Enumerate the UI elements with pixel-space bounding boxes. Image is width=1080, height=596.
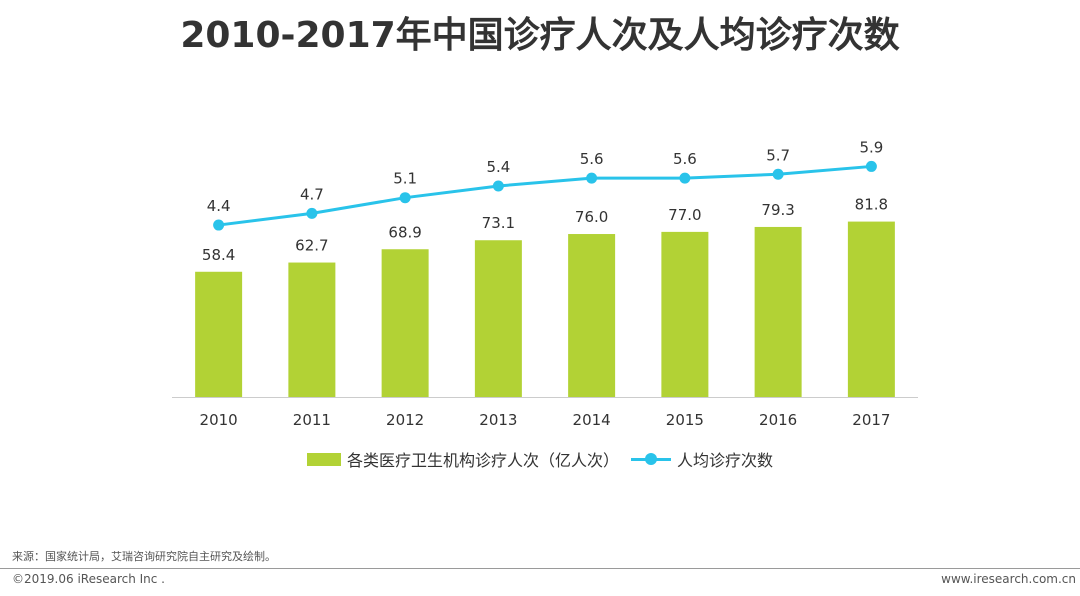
site-link[interactable]: www.iresearch.com.cn bbox=[941, 572, 1076, 586]
line-label-2014: 5.6 bbox=[580, 150, 604, 168]
line-label-2011: 4.7 bbox=[300, 185, 324, 203]
bar-label-2016: 79.3 bbox=[761, 201, 794, 219]
bar-label-2013: 73.1 bbox=[482, 214, 515, 232]
x-tick-2013: 2013 bbox=[479, 411, 517, 429]
bar-2013 bbox=[474, 240, 522, 397]
line-label-2016: 5.7 bbox=[766, 146, 790, 164]
line-point-2015 bbox=[679, 172, 691, 184]
x-tick-2012: 2012 bbox=[386, 411, 424, 429]
x-tick-2014: 2014 bbox=[573, 411, 611, 429]
source-note: 来源：国家统计局，艾瑞咨询研究院自主研究及绘制。 bbox=[12, 550, 276, 563]
line-label-2017: 5.9 bbox=[859, 138, 883, 156]
line-point-2017 bbox=[865, 160, 877, 172]
line-label-2013: 5.4 bbox=[486, 158, 510, 176]
bar-label-2017: 81.8 bbox=[855, 196, 888, 214]
bar-label-2010: 58.4 bbox=[202, 246, 235, 264]
copyright: ©2019.06 iResearch Inc . bbox=[12, 572, 165, 586]
footer-divider bbox=[0, 568, 1080, 569]
line-label-2015: 5.6 bbox=[673, 150, 697, 168]
x-tick-2010: 2010 bbox=[200, 411, 238, 429]
x-tick-2016: 2016 bbox=[759, 411, 797, 429]
legend-item-line[interactable]: 人均诊疗次数 bbox=[631, 447, 773, 471]
legend-line-label: 人均诊疗次数 bbox=[677, 451, 774, 470]
x-tick-2017: 2017 bbox=[852, 411, 890, 429]
legend-bar-label: 各类医疗卫生机构诊疗人次（亿人次） bbox=[346, 451, 619, 470]
bar-2012 bbox=[381, 249, 429, 397]
x-tick-2011: 2011 bbox=[293, 411, 331, 429]
bar-label-2015: 77.0 bbox=[668, 206, 701, 224]
chart-title: 2010-2017年中国诊疗人次及人均诊疗次数 bbox=[180, 15, 900, 56]
line-point-2012 bbox=[399, 192, 411, 204]
bar-label-2011: 62.7 bbox=[295, 237, 328, 255]
line-label-2012: 5.1 bbox=[393, 170, 417, 188]
line-point-2011 bbox=[306, 207, 318, 219]
chart-legend: 各类医疗卫生机构诊疗人次（亿人次） 人均诊疗次数 bbox=[0, 447, 1080, 471]
bar-2015 bbox=[661, 231, 709, 397]
bar-label-2014: 76.0 bbox=[575, 208, 608, 226]
line-point-2016 bbox=[772, 168, 784, 180]
line-point-2010 bbox=[213, 219, 225, 231]
bar-label-2012: 68.9 bbox=[388, 223, 421, 241]
bar-2010 bbox=[195, 271, 243, 397]
line-series-per-capita bbox=[218, 164, 872, 227]
bar-2017 bbox=[847, 221, 895, 397]
legend-item-bar[interactable]: 各类医疗卫生机构诊疗人次（亿人次） bbox=[306, 447, 619, 471]
line-point-2013 bbox=[492, 180, 504, 192]
bar-2011 bbox=[288, 262, 336, 397]
x-tick-2015: 2015 bbox=[666, 411, 704, 429]
line-label-2010: 4.4 bbox=[207, 197, 231, 215]
line-point-2014 bbox=[586, 172, 598, 184]
bar-2016 bbox=[754, 226, 802, 397]
legend-bar-swatch bbox=[306, 452, 341, 466]
legend-line-swatch bbox=[631, 452, 671, 466]
bar-2014 bbox=[568, 234, 616, 397]
